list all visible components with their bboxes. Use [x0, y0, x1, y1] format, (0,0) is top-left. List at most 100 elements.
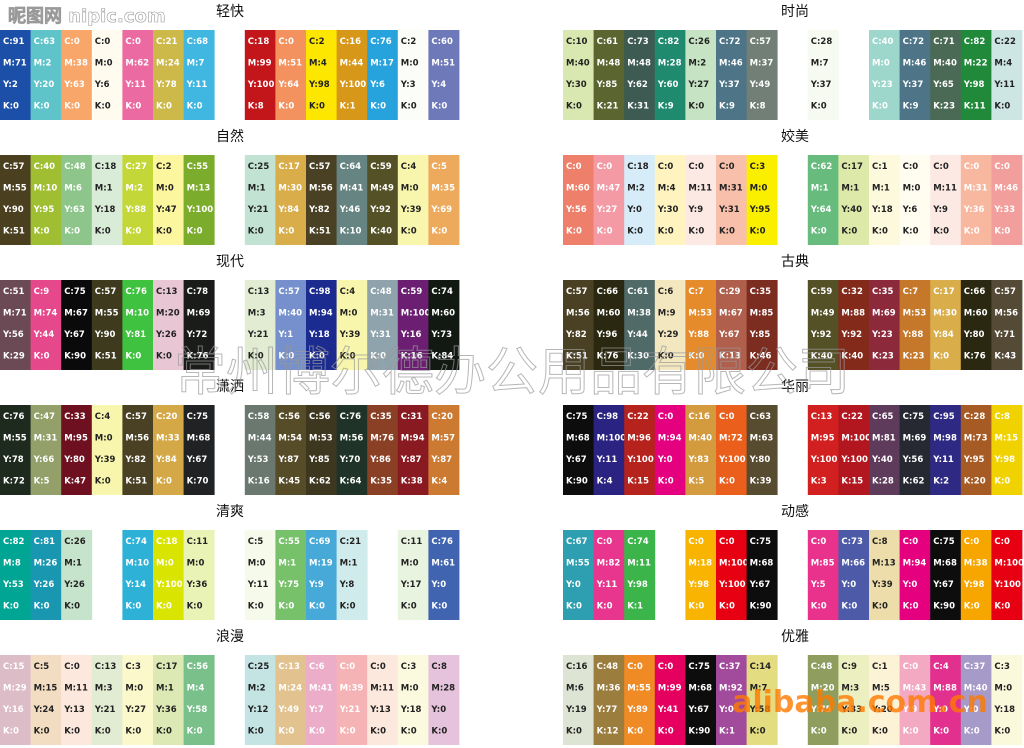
- cmyk-label: K:0: [309, 102, 325, 112]
- cmyk-label: M:0: [125, 684, 143, 694]
- cmyk-label: C:0: [964, 162, 980, 172]
- cmyk-label: M:41: [309, 684, 333, 694]
- cmyk-label: C:57: [750, 37, 772, 47]
- cmyk-label: C:0: [994, 537, 1010, 547]
- cmyk-label: M:99: [248, 59, 272, 69]
- cmyk-label: Y:95: [963, 455, 985, 465]
- cmyk-label: K:0: [309, 352, 325, 362]
- cmyk-label: Y:0: [932, 705, 948, 715]
- cmyk-label: M:0: [872, 59, 890, 69]
- cmyk-label: Y:21: [339, 705, 361, 715]
- swatch: [30, 405, 62, 495]
- cmyk-label: Y:67: [932, 580, 954, 590]
- cmyk-label: Y:90: [2, 205, 24, 215]
- cmyk-label: C:4: [401, 162, 417, 172]
- cmyk-label: Y:67: [63, 330, 85, 340]
- cmyk-label: M:73: [964, 434, 988, 444]
- cmyk-label: Y:39: [871, 580, 893, 590]
- cmyk-label: Y:65: [932, 80, 954, 90]
- swatch: [153, 30, 184, 120]
- cmyk-label: M:17: [370, 59, 394, 69]
- cmyk-label: K:0: [719, 227, 735, 237]
- cmyk-label: M:0: [340, 309, 358, 319]
- cmyk-label: Y:100: [840, 455, 868, 465]
- cmyk-label: K:23: [903, 352, 925, 362]
- cmyk-label: M:37: [750, 59, 774, 69]
- swatch: [336, 30, 368, 120]
- cmyk-label: C:0: [994, 162, 1010, 172]
- swatch: [593, 405, 625, 495]
- cmyk-label: K:39: [750, 477, 772, 487]
- cmyk-label: K:0: [187, 727, 203, 737]
- cmyk-label: Y:69: [430, 205, 452, 215]
- cmyk-label: C:98: [597, 412, 619, 422]
- swatch: [275, 155, 307, 245]
- cmyk-label: Y:36: [186, 580, 208, 590]
- cmyk-label: M:100: [994, 559, 1024, 569]
- cmyk-label: Y:62: [626, 80, 648, 90]
- cmyk-label: Y:9: [902, 705, 918, 715]
- cmyk-label: M:60: [964, 309, 988, 319]
- cmyk-label: Y:33: [840, 705, 862, 715]
- cmyk-label: C:57: [309, 162, 331, 172]
- swatch: [991, 155, 1023, 245]
- cmyk-label: K:0: [3, 727, 19, 737]
- cmyk-label: Y:100: [339, 80, 367, 90]
- cmyk-label: K:0: [401, 102, 417, 112]
- cmyk-label: K:0: [278, 727, 294, 737]
- section-title: 时尚: [781, 4, 809, 20]
- cmyk-label: Y:18: [308, 330, 330, 340]
- cmyk-label: Y:0: [565, 580, 581, 590]
- swatch: [624, 530, 656, 620]
- cmyk-label: K:0: [156, 227, 172, 237]
- cmyk-label: M:66: [841, 559, 865, 569]
- swatch: [397, 280, 429, 370]
- cmyk-label: M:0: [95, 434, 113, 444]
- section-title: 潇洒: [216, 379, 244, 395]
- cmyk-label: M:11: [370, 684, 394, 694]
- cmyk-label: C:4: [340, 287, 356, 297]
- cmyk-label: C:66: [597, 287, 619, 297]
- cmyk-label: K:90: [566, 477, 588, 487]
- swatch: [244, 655, 276, 745]
- swatch: [746, 655, 778, 745]
- swatch: [397, 655, 429, 745]
- swatch: [122, 155, 154, 245]
- cmyk-label: M:15: [34, 684, 58, 694]
- cmyk-label: K:0: [156, 477, 172, 487]
- swatch: [0, 30, 31, 120]
- swatch: [746, 30, 778, 120]
- swatch: [960, 530, 992, 620]
- cmyk-label: M:13: [187, 184, 211, 194]
- cmyk-label: K:5: [688, 477, 704, 487]
- cmyk-label: Y:37: [810, 80, 832, 90]
- swatch: [654, 405, 686, 495]
- cmyk-label: C:18: [627, 162, 649, 172]
- cmyk-label: Y:36: [155, 705, 177, 715]
- swatch: [807, 530, 839, 620]
- cmyk-label: C:57: [566, 287, 588, 297]
- cmyk-label: Y:11: [993, 80, 1015, 90]
- cmyk-label: Y:87: [277, 455, 299, 465]
- cmyk-label: K:62: [903, 477, 925, 487]
- cmyk-label: K:0: [811, 727, 827, 737]
- cmyk-label: M:24: [278, 684, 302, 694]
- cmyk-label: K:0: [688, 602, 704, 612]
- swatch-layer: 轻快 C:91 M:71 Y:2 K:0 C:63 M:2 Y:20 K:0 C:0 M:38 Y:6…: [0, 4, 1024, 745]
- cmyk-label: Y:89: [626, 705, 648, 715]
- cmyk-label: K:84: [431, 352, 453, 362]
- cmyk-label: C:59: [370, 162, 392, 172]
- cmyk-label: C:40: [34, 162, 56, 172]
- cmyk-label: M:62: [125, 59, 149, 69]
- swatch: [275, 405, 307, 495]
- cmyk-label: K:0: [964, 602, 980, 612]
- cmyk-label: M:31: [34, 434, 58, 444]
- swatch: [91, 405, 123, 495]
- cmyk-label: M:46: [719, 59, 743, 69]
- cmyk-label: C:18: [248, 37, 270, 47]
- cmyk-label: Y:2: [2, 80, 18, 90]
- cmyk-label: C:74: [431, 287, 453, 297]
- swatch: [275, 30, 307, 120]
- cmyk-label: Y:23: [871, 80, 893, 90]
- section-title: 古典: [781, 254, 809, 270]
